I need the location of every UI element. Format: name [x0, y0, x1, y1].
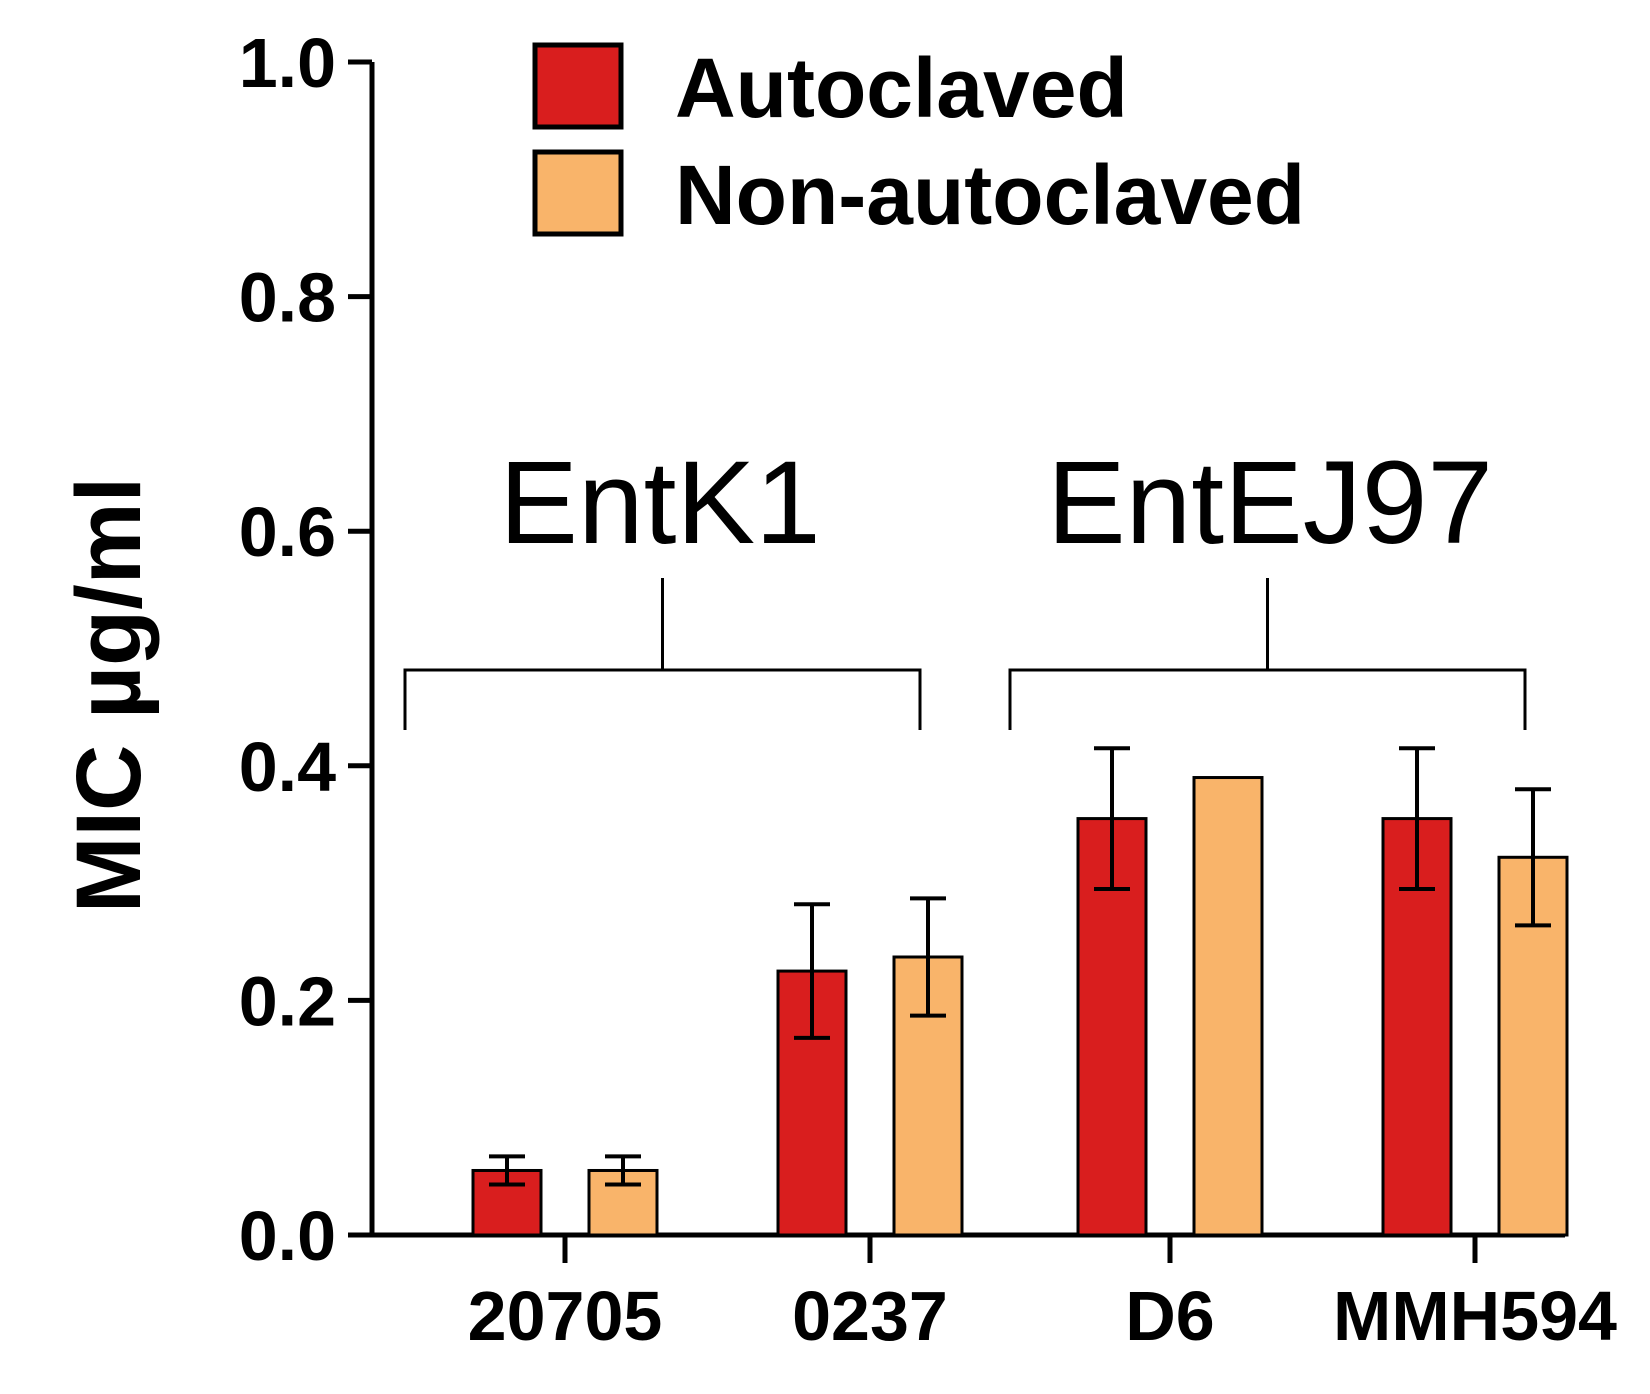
legend-swatch [532, 42, 624, 130]
x-tick-label: MMH594 [1333, 1277, 1617, 1355]
legend-swatch [532, 149, 624, 237]
group-brackets: EntK1 EntEJ97 [403, 437, 1527, 730]
legend-label: Autoclaved [675, 41, 1128, 135]
legend: Autoclaved Non-autoclaved [532, 41, 1305, 242]
y-tick-label: 0.0 [239, 1197, 336, 1275]
y-tick-label: 0.4 [239, 728, 336, 806]
bars [471, 776, 1569, 1237]
bar [1192, 776, 1264, 1237]
x-tick-label: D6 [1125, 1277, 1214, 1355]
group-label: EntK1 [499, 437, 820, 569]
legend-label: Non-autoclaved [675, 148, 1305, 242]
error-bars [489, 746, 1551, 1187]
y-tick-label: 1.0 [239, 24, 336, 102]
group-label: EntEJ97 [1047, 437, 1493, 569]
y-axis-title: MIC µg/ml [58, 477, 160, 913]
group-bracket [403, 578, 922, 730]
x-tick-label: 20705 [468, 1277, 663, 1355]
x-tick-label: 0237 [792, 1277, 948, 1355]
group-bracket [1008, 578, 1527, 730]
y-tick-label: 0.6 [239, 493, 336, 571]
y-tick-label: 0.8 [239, 259, 336, 337]
axes: 0.0 0.2 0.4 0.6 0.8 1.0 20705 0237 D6 MMH594 [239, 24, 1617, 1355]
y-tick-label: 0.2 [239, 962, 336, 1040]
